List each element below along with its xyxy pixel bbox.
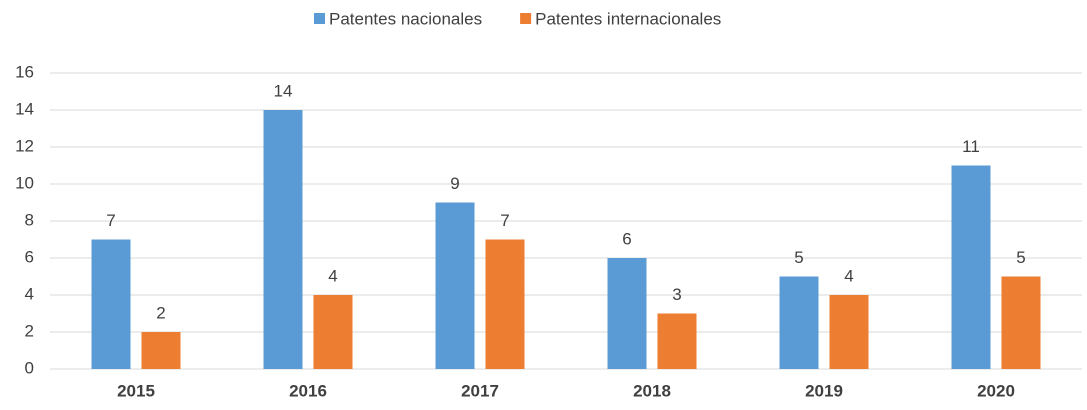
bar xyxy=(313,295,353,369)
x-tick-label: 2018 xyxy=(633,381,671,400)
data-label: 5 xyxy=(794,248,803,267)
data-label: 6 xyxy=(622,229,631,248)
bar xyxy=(91,239,131,369)
data-label: 14 xyxy=(274,81,293,100)
data-label: 11 xyxy=(962,137,980,156)
x-tick-label: 2017 xyxy=(461,381,499,400)
data-label: 2 xyxy=(156,303,165,322)
data-label: 5 xyxy=(1016,248,1025,267)
bar xyxy=(141,332,181,369)
y-tick-label: 16 xyxy=(15,62,34,81)
x-tick-label: 2016 xyxy=(289,381,327,400)
data-label: 3 xyxy=(672,285,681,304)
data-label: 7 xyxy=(106,211,115,230)
bar xyxy=(485,239,525,369)
x-tick-label: 2015 xyxy=(117,381,155,400)
data-label: 4 xyxy=(328,266,337,285)
data-label: 4 xyxy=(844,266,853,285)
y-tick-label: 2 xyxy=(25,321,34,340)
bar xyxy=(263,110,303,369)
bar xyxy=(657,313,697,369)
x-tick-label: 2019 xyxy=(805,381,843,400)
y-tick-label: 12 xyxy=(15,136,34,155)
bar xyxy=(607,258,647,369)
bar xyxy=(779,276,819,369)
y-tick-label: 8 xyxy=(25,210,34,229)
legend-swatch xyxy=(314,13,325,24)
y-tick-label: 10 xyxy=(15,173,34,192)
legend-label: Patentes nacionales xyxy=(329,9,482,28)
y-tick-label: 14 xyxy=(15,99,34,118)
bar xyxy=(951,165,991,369)
y-tick-label: 6 xyxy=(25,247,34,266)
y-tick-label: 4 xyxy=(25,284,34,303)
x-tick-label: 2020 xyxy=(977,381,1015,400)
data-label: 9 xyxy=(450,174,459,193)
bar xyxy=(829,295,869,369)
y-tick-label: 0 xyxy=(25,358,34,377)
legend-label: Patentes internacionales xyxy=(535,9,721,28)
legend-swatch xyxy=(520,13,532,24)
bar xyxy=(435,202,475,369)
bar xyxy=(1001,276,1041,369)
data-label: 7 xyxy=(500,211,509,230)
